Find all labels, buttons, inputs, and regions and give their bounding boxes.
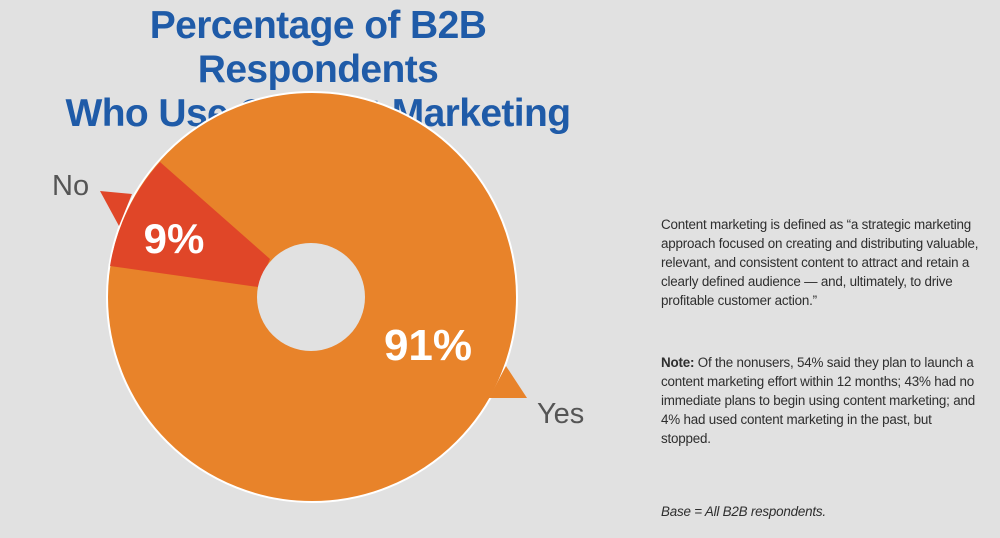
note-text: Note: Of the nonusers, 54% said they pla… <box>661 353 981 448</box>
yes-value-label: 91% <box>384 321 472 370</box>
no-callout-tail <box>100 191 132 226</box>
no-category-label: No <box>52 170 89 202</box>
note-label: Note: <box>661 355 695 370</box>
yes-category-label: Yes <box>537 398 584 430</box>
chart-title-line-1: Percentage of B2B Respondents <box>149 4 487 91</box>
donut-hole <box>257 243 365 351</box>
yes-callout-tail <box>489 366 527 398</box>
base-footnote: Base = All B2B respondents. <box>661 504 826 519</box>
no-slice <box>110 162 270 287</box>
definition-text: Content marketing is defined as “a strat… <box>661 217 979 308</box>
chart-title: Percentage of B2B Respondents Who Use Co… <box>30 4 606 136</box>
no-value-label: 9% <box>144 215 205 262</box>
note-body: Of the nonusers, 54% said they plan to l… <box>661 355 975 446</box>
